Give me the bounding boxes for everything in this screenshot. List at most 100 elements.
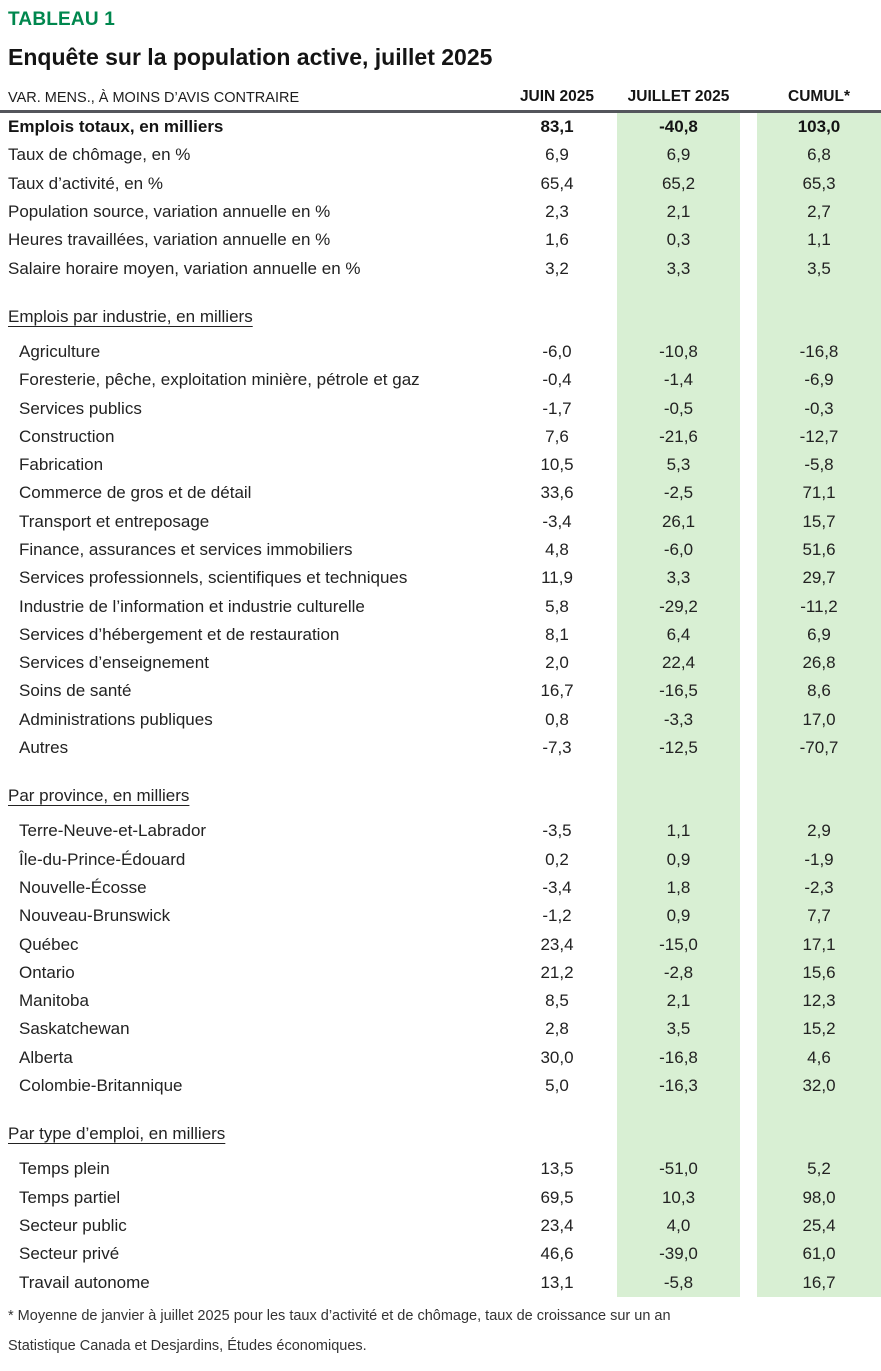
value-cumul: 15,7 <box>757 507 881 536</box>
column-gap <box>740 170 757 198</box>
row-label: Île-du-Prince-Édouard <box>19 849 186 869</box>
value-cumul: 15,6 <box>757 958 881 988</box>
footnote-source: Statistique Canada et Desjardins, Études… <box>8 1337 367 1354</box>
row-label: Salaire horaire moyen, variation annuell… <box>8 258 361 278</box>
value-juin-2025: 21,2 <box>540 962 574 982</box>
spacer-row <box>0 810 881 818</box>
value-juin-2025: 46,6 <box>540 1244 574 1264</box>
table-row: Fabrication 10,5 5,3 -5,8 <box>0 450 881 480</box>
value-juillet-2025: 0,9 <box>617 845 740 874</box>
value-juillet-2025: 6,9 <box>617 141 740 170</box>
value-cumul: 2,7 <box>757 197 881 227</box>
value-juin-2025: -3,5 <box>542 821 572 841</box>
table-row: Population source, variation annuelle en… <box>0 197 881 227</box>
section-heading-row: Emplois par industrie, en milliers <box>0 302 881 331</box>
value-juin-2025: 0,8 <box>545 709 569 729</box>
spacer-row <box>0 282 881 303</box>
column-header-cumul: CUMUL* <box>788 88 850 105</box>
row-label: Foresterie, pêche, exploitation minière,… <box>19 370 420 390</box>
table-row: Colombie-Britannique 5,0 -16,3 32,0 <box>0 1071 881 1101</box>
row-label: Fabrication <box>19 455 104 475</box>
value-juillet-2025: -40,8 <box>617 113 740 142</box>
value-juillet-2025: 5,3 <box>617 450 740 480</box>
row-label: Services publics <box>19 398 142 418</box>
spacer-row <box>0 1148 881 1156</box>
value-cumul: -11,2 <box>757 592 881 621</box>
spacer-row <box>0 330 881 338</box>
value-cumul: -12,7 <box>757 422 881 451</box>
value-juin-2025: 69,5 <box>540 1187 574 1207</box>
value-cumul: 2,9 <box>757 817 881 846</box>
column-header-juillet-2025: JUILLET 2025 <box>627 88 730 105</box>
column-gap <box>740 677 757 705</box>
value-juillet-2025: -1,4 <box>617 366 740 395</box>
column-gap <box>740 649 757 677</box>
column-gap <box>740 621 757 649</box>
column-gap <box>740 479 757 507</box>
value-juin-2025: 7,6 <box>545 426 569 446</box>
value-cumul: 65,3 <box>757 169 881 198</box>
value-juillet-2025: -16,3 <box>617 1071 740 1101</box>
value-juin-2025: 5,8 <box>545 596 569 616</box>
value-juillet-2025: -16,8 <box>617 1043 740 1072</box>
value-juillet-2025: 3,5 <box>617 1015 740 1044</box>
header-rule <box>0 110 881 113</box>
row-label: Agriculture <box>19 341 101 361</box>
value-juin-2025: 16,7 <box>540 681 574 701</box>
row-label: Colombie-Britannique <box>19 1076 183 1096</box>
table-row: Foresterie, pêche, exploitation minière,… <box>0 366 881 395</box>
value-cumul: -5,8 <box>757 450 881 480</box>
value-juillet-2025: 2,1 <box>617 197 740 227</box>
table-row: Saskatchewan 2,8 3,5 15,2 <box>0 1015 881 1044</box>
value-cumul: 4,6 <box>757 1043 881 1072</box>
row-label: Terre-Neuve-et-Labrador <box>19 821 207 841</box>
table-row: Québec 23,4 -15,0 17,1 <box>0 930 881 959</box>
footnotes: * Moyenne de janvier à juillet 2025 pour… <box>8 1308 881 1354</box>
value-cumul: 29,7 <box>757 564 881 593</box>
row-label: Services professionnels, scientifiques e… <box>19 568 408 588</box>
table-row: Temps partiel 69,5 10,3 98,0 <box>0 1183 881 1212</box>
table-row: Industrie de l’information et industrie … <box>0 592 881 621</box>
value-cumul: 7,7 <box>757 902 881 931</box>
table-row: Commerce de gros et de détail 33,6 -2,5 … <box>0 479 881 508</box>
column-gap <box>740 1240 757 1268</box>
table-label: TABLEAU 1 <box>8 9 116 30</box>
value-cumul: 98,0 <box>757 1183 881 1212</box>
column-gap <box>740 1268 757 1296</box>
value-juin-2025: 3,2 <box>545 258 569 278</box>
column-gap <box>740 423 757 451</box>
column-gap <box>740 254 757 282</box>
value-cumul: -0,3 <box>757 394 881 423</box>
value-cumul: 17,0 <box>757 705 881 734</box>
value-juillet-2025: -2,5 <box>617 479 740 508</box>
value-juillet-2025: 26,1 <box>617 507 740 536</box>
table-row: Services d’hébergement et de restauratio… <box>0 620 881 650</box>
value-juin-2025: -1,2 <box>542 906 572 926</box>
value-cumul: -1,9 <box>757 845 881 874</box>
value-juin-2025: 8,1 <box>545 624 569 644</box>
table-row: Services professionnels, scientifiques e… <box>0 564 881 593</box>
row-label: Saskatchewan <box>19 1019 130 1039</box>
row-label: Construction <box>19 426 115 446</box>
table-row: Services d’enseignement 2,0 22,4 26,8 <box>0 649 881 678</box>
column-gap <box>740 366 757 394</box>
value-cumul: 6,9 <box>757 620 881 650</box>
value-cumul: 16,7 <box>757 1268 881 1297</box>
row-label: Transport et entreposage <box>19 511 210 531</box>
row-label: Temps plein <box>19 1159 110 1179</box>
column-gap <box>740 1044 757 1072</box>
value-juillet-2025: 6,4 <box>617 620 740 650</box>
table-row: Autres -7,3 -12,5 -70,7 <box>0 733 881 763</box>
column-gap <box>740 817 757 845</box>
value-cumul: 6,8 <box>757 141 881 170</box>
value-cumul: 3,5 <box>757 254 881 283</box>
table-row: Taux d’activité, en % 65,4 65,2 65,3 <box>0 169 881 198</box>
table-row: Emplois totaux, en milliers 83,1 -40,8 1… <box>0 113 881 142</box>
value-cumul: 71,1 <box>757 479 881 508</box>
page: TABLEAU 1 Enquête sur la population acti… <box>0 9 881 1371</box>
column-gap <box>740 1155 757 1183</box>
table-row: Finance, assurances et services immobili… <box>0 535 881 565</box>
table-row: Services publics -1,7 -0,5 -0,3 <box>0 394 881 423</box>
row-label: Ontario <box>19 962 75 982</box>
row-label: Heures travaillées, variation annuelle e… <box>8 230 331 250</box>
